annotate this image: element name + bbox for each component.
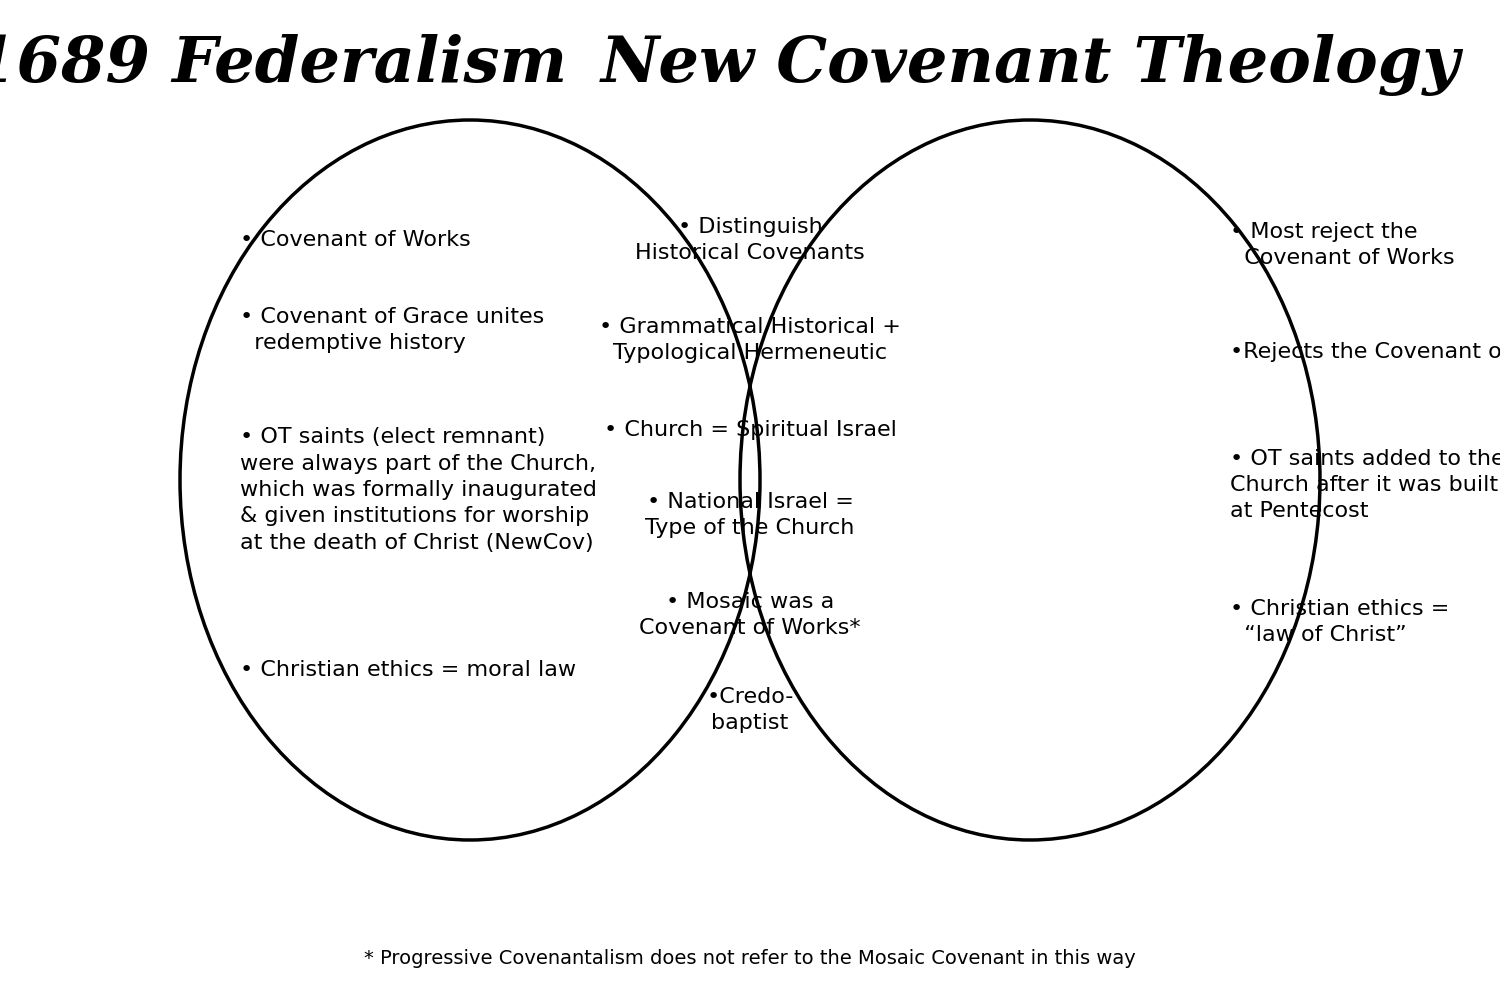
Text: • Distinguish
Historical Covenants: • Distinguish Historical Covenants [634,217,866,263]
Text: * Progressive Covenantalism does not refer to the Mosaic Covenant in this way: * Progressive Covenantalism does not ref… [364,948,1136,968]
Text: New Covenant Theology: New Covenant Theology [600,34,1460,96]
Text: • Church = Spiritual Israel: • Church = Spiritual Israel [603,420,897,440]
Text: • Covenant of Grace unites
  redemptive history: • Covenant of Grace unites redemptive hi… [240,307,544,353]
Text: • National Israel =
Type of the Church: • National Israel = Type of the Church [645,492,855,538]
Text: •Rejects the Covenant of Grace: •Rejects the Covenant of Grace [1230,342,1500,362]
Text: • Covenant of Works: • Covenant of Works [240,230,471,250]
Text: • Most reject the
  Covenant of Works: • Most reject the Covenant of Works [1230,222,1455,268]
Text: •Credo-
baptist: •Credo- baptist [706,687,794,733]
Text: • Grammatical Historical +
Typological Hermeneutic: • Grammatical Historical + Typological H… [598,317,902,363]
Text: • Christian ethics = moral law: • Christian ethics = moral law [240,660,576,680]
Text: • Mosaic was a
Covenant of Works*: • Mosaic was a Covenant of Works* [639,592,861,638]
Text: 1689 Federalism: 1689 Federalism [0,34,567,96]
Text: • Christian ethics =
  “law of Christ”: • Christian ethics = “law of Christ” [1230,599,1449,645]
Text: • OT saints (elect remnant)
were always part of the Church,
which was formally i: • OT saints (elect remnant) were always … [240,427,597,553]
Text: • OT saints added to the
Church after it was built
at Pentecost: • OT saints added to the Church after it… [1230,449,1500,521]
